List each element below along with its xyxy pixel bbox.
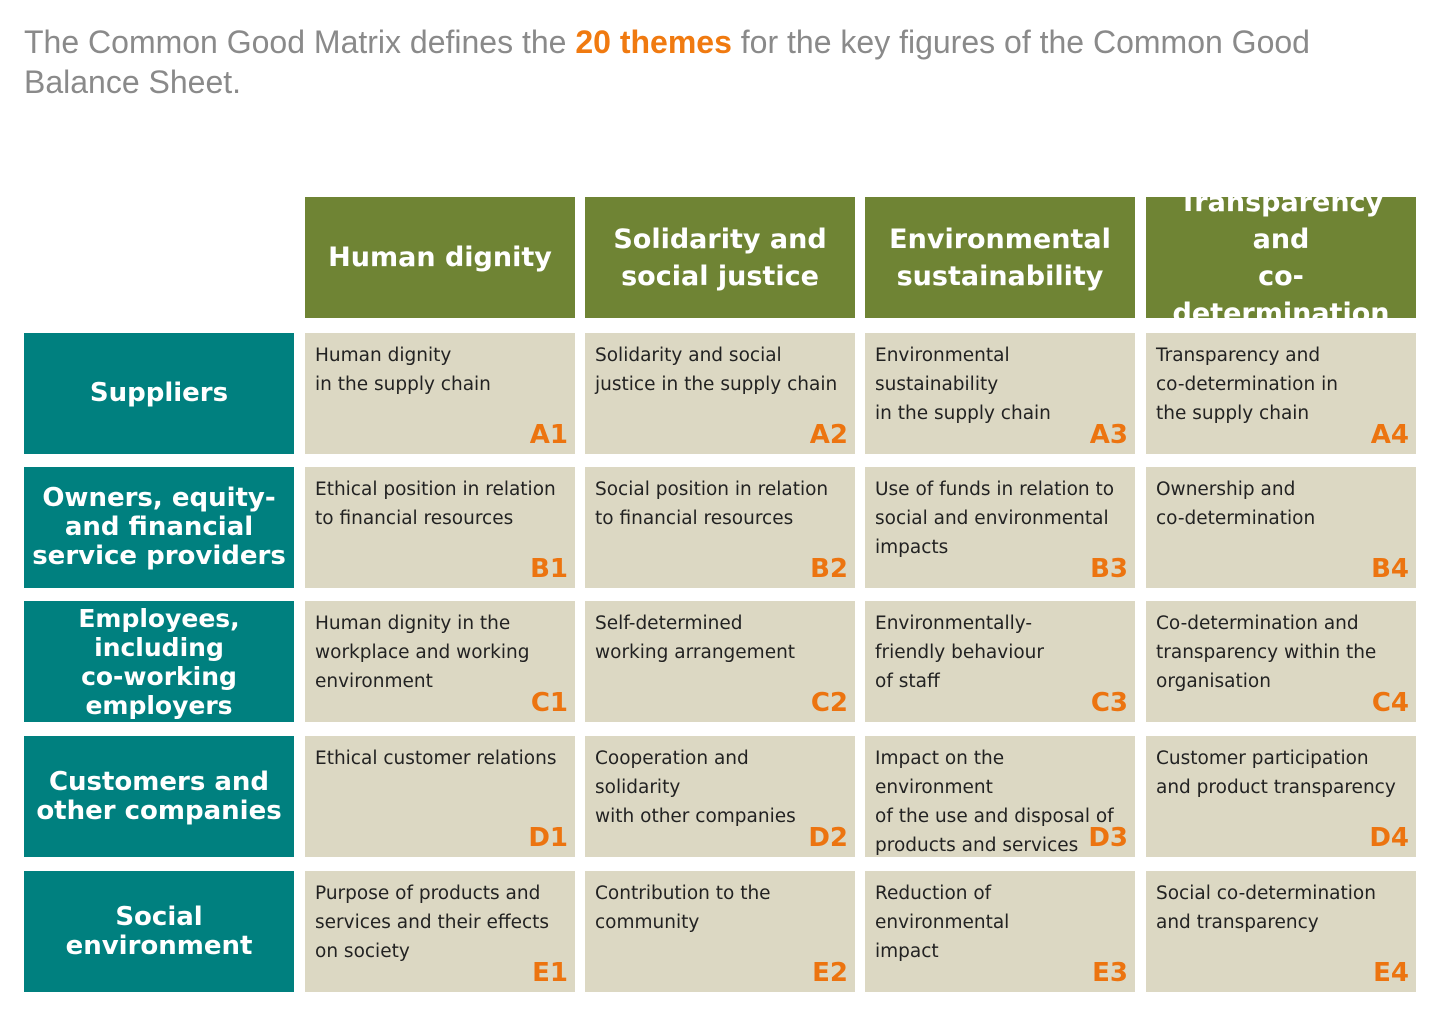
cell-code: D4	[1369, 823, 1409, 853]
column-header-solidarity: Solidarity and social justice	[585, 197, 855, 318]
cell-text: Transparency and co-determination in the…	[1156, 345, 1338, 424]
matrix-cell-b3: Use of funds in relation to social and e…	[865, 467, 1135, 588]
cell-text: Purpose of products and services and the…	[315, 883, 550, 962]
cell-text: Reduction of environmental impact	[875, 883, 1010, 962]
matrix-cell-c3: Environmentally- friendly behaviour of s…	[865, 601, 1135, 722]
cell-code: B3	[1090, 554, 1128, 584]
cell-text: Ownership and co-determination	[1156, 479, 1316, 529]
cell-text: Social co-determination and transparency	[1156, 883, 1376, 933]
matrix-cell-d4: Customer participation and product trans…	[1146, 736, 1416, 857]
matrix-cell-b1: Ethical position in relation to financia…	[305, 467, 575, 588]
cell-code: A2	[809, 420, 848, 450]
row-header-suppliers: Suppliers	[24, 333, 294, 454]
cell-code: D1	[528, 823, 568, 853]
matrix-cell-e3: Reduction of environmental impact E3	[865, 871, 1135, 992]
cell-text: Use of funds in relation to social and e…	[875, 479, 1115, 558]
cell-code: C2	[810, 688, 848, 718]
cell-code: B1	[530, 554, 568, 584]
cell-text: Human dignity in the supply chain	[315, 345, 491, 395]
matrix-cell-a3: Environmental sustainability in the supp…	[865, 333, 1135, 454]
cell-text: Ethical customer relations	[315, 748, 557, 769]
intro-heading: The Common Good Matrix defines the 20 th…	[24, 22, 1404, 102]
cell-text: Environmentally- friendly behaviour of s…	[875, 613, 1045, 692]
intro-text-after: for the key figures of the Common Good B…	[24, 24, 1310, 100]
column-header-human-dignity: Human dignity	[305, 197, 575, 318]
cell-text: Solidarity and social justice in the sup…	[595, 345, 838, 395]
matrix-cell-c1: Human dignity in the workplace and worki…	[305, 601, 575, 722]
matrix-cell-b2: Social position in relation to financial…	[585, 467, 855, 588]
intro-highlight: 20 themes	[575, 24, 732, 60]
intro-text-before: The Common Good Matrix defines the	[24, 24, 576, 60]
cell-text: Human dignity in the workplace and worki…	[315, 613, 530, 692]
cell-code: E2	[812, 958, 848, 988]
column-header-transparency: Transparency and co-determination	[1146, 187, 1416, 329]
matrix-cell-c4: Co-determination and transparency within…	[1146, 601, 1416, 722]
row-header-customers: Customers and other companies	[24, 736, 294, 857]
cell-code: C4	[1371, 688, 1409, 718]
matrix-cell-e1: Purpose of products and services and the…	[305, 871, 575, 992]
cell-text: Self-determined working arrangement	[595, 613, 796, 663]
cell-code: E3	[1092, 958, 1128, 988]
cell-text: Ethical position in relation to financia…	[315, 479, 556, 529]
matrix-cell-d3: Impact on the environment of the use and…	[865, 736, 1135, 857]
column-header-environmental: Environmental sustainability	[865, 197, 1135, 318]
matrix-cell-e4: Social co-determination and transparency…	[1146, 871, 1416, 992]
cell-code: D3	[1088, 823, 1128, 853]
cell-text: Contribution to the community	[595, 883, 771, 933]
cell-text: Impact on the environment of the use and…	[875, 748, 1114, 856]
cell-text: Co-determination and transparency within…	[1156, 613, 1377, 692]
cell-text: Social position in relation to financial…	[595, 479, 829, 529]
matrix-cell-a1: Human dignity in the supply chain A1	[305, 333, 575, 454]
cell-text: Cooperation and solidarity with other co…	[595, 748, 796, 827]
cell-code: B2	[810, 554, 848, 584]
matrix-cell-c2: Self-determined working arrangement C2	[585, 601, 855, 722]
row-header-owners: Owners, equity- and financial service pr…	[24, 467, 294, 588]
matrix-cell-e2: Contribution to the community E2	[585, 871, 855, 992]
matrix-cell-a2: Solidarity and social justice in the sup…	[585, 333, 855, 454]
cell-code: E1	[532, 958, 568, 988]
cell-code: A1	[529, 420, 568, 450]
row-header-social-environment: Social environment	[24, 871, 294, 992]
matrix-cell-a4: Transparency and co-determination in the…	[1146, 333, 1416, 454]
cell-text: Customer participation and product trans…	[1156, 748, 1396, 798]
cell-code: C1	[530, 688, 568, 718]
cell-code: B4	[1371, 554, 1409, 584]
cell-code: A4	[1370, 420, 1409, 450]
cell-code: D2	[808, 823, 848, 853]
cell-code: E4	[1373, 958, 1409, 988]
cell-code: C3	[1090, 688, 1128, 718]
cell-text: Environmental sustainability in the supp…	[875, 345, 1051, 424]
row-header-employees: Employees, including co-working employer…	[24, 601, 294, 722]
cell-code: A3	[1089, 420, 1128, 450]
matrix-cell-d1: Ethical customer relations D1	[305, 736, 575, 857]
matrix-cell-b4: Ownership and co-determination B4	[1146, 467, 1416, 588]
matrix-cell-d2: Cooperation and solidarity with other co…	[585, 736, 855, 857]
